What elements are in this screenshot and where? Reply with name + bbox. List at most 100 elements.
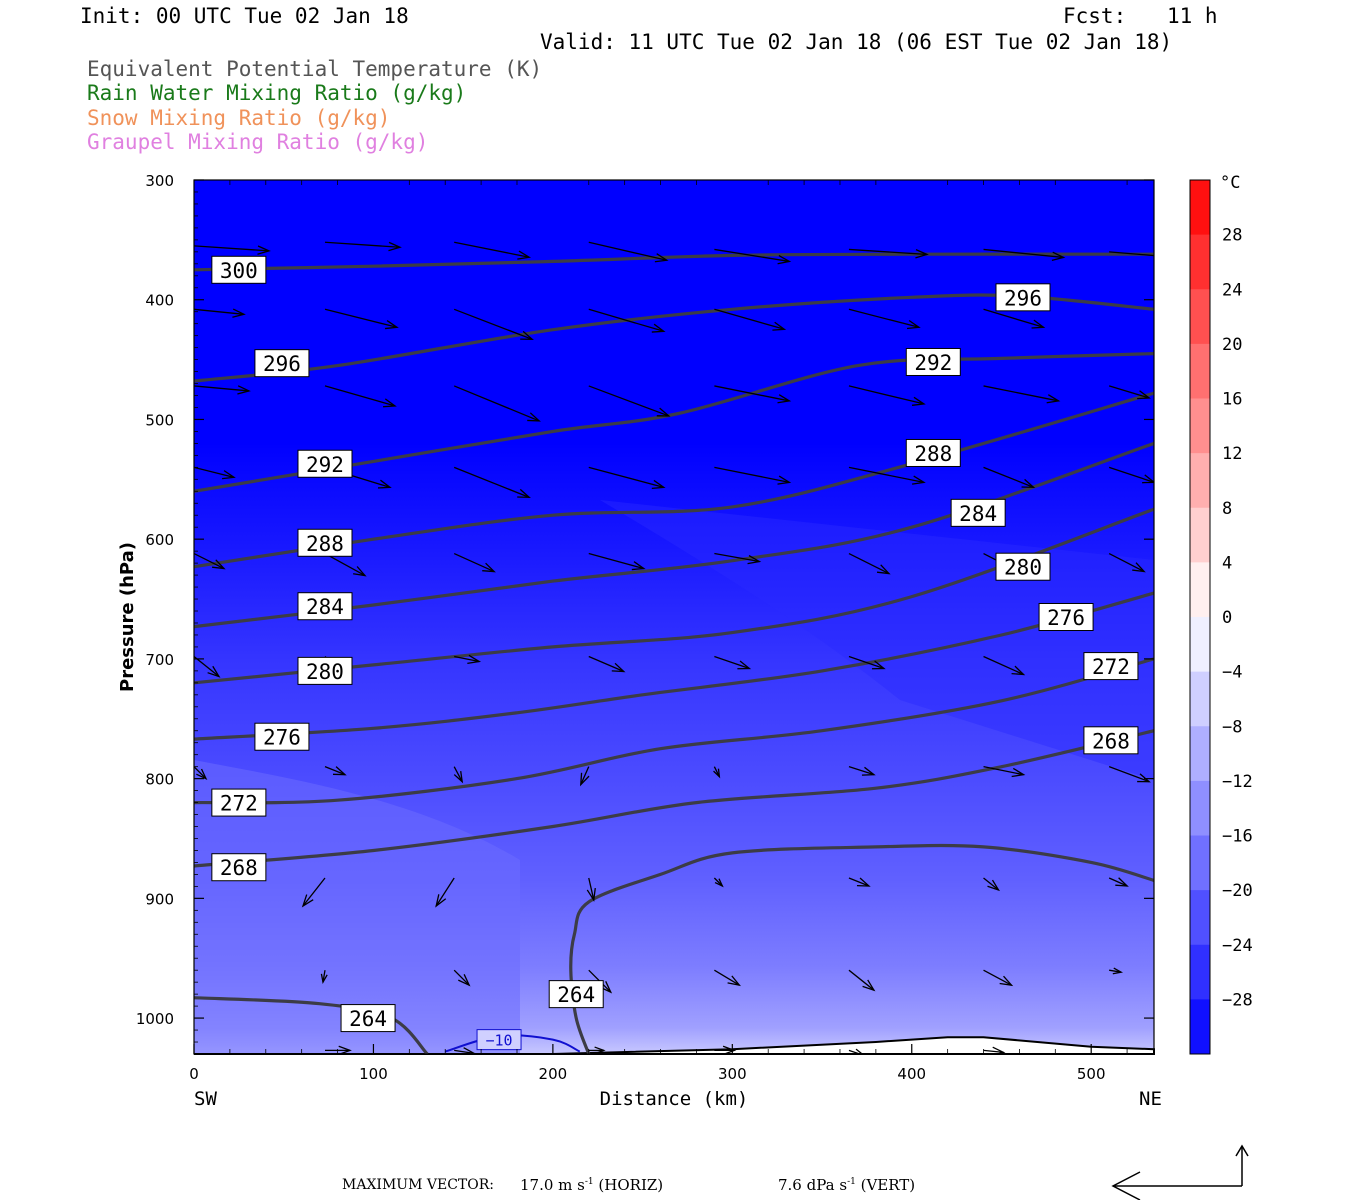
colorbar-label: −12 — [1222, 772, 1253, 792]
colorbar-swatch — [1190, 780, 1210, 836]
svg-text:296: 296 — [263, 352, 301, 376]
svg-text:300: 300 — [220, 259, 258, 283]
wind-vector — [983, 248, 1066, 262]
wind-vector — [983, 308, 1046, 329]
wind-vector — [579, 766, 590, 787]
svg-text:−10: −10 — [485, 1032, 512, 1050]
colorbar-label: −4 — [1222, 663, 1242, 683]
wind-vector — [983, 466, 1036, 489]
svg-text:284: 284 — [306, 595, 344, 619]
colorbar-swatch — [1190, 835, 1210, 891]
wind-vector — [588, 466, 666, 490]
forecast-hour-value: 11 h — [1167, 4, 1218, 28]
wind-vector — [713, 877, 724, 888]
x-tick-label: 100 — [359, 1065, 388, 1083]
init-time: Init: 00 UTC Tue 02 Jan 18 — [80, 4, 409, 28]
colorbar-swatch — [1190, 289, 1210, 345]
colorbar-swatch — [1190, 343, 1210, 399]
colorbar-swatch — [1190, 671, 1210, 727]
contour-label: 300 — [211, 255, 267, 284]
contour-label: 268 — [211, 853, 267, 882]
wind-vector — [588, 385, 671, 417]
theta-e-contour-272-7 — [194, 657, 1154, 805]
y-axis-label: Pressure (hPa) — [117, 542, 138, 692]
wind-vector — [714, 655, 752, 670]
wind-vector — [1108, 877, 1129, 887]
x-tick-label: 300 — [718, 1065, 747, 1083]
field-label-snow: Snow Mixing Ratio (g/kg) — [87, 106, 391, 130]
wind-vector — [714, 552, 762, 565]
wind-vector — [453, 466, 531, 499]
wind-vector — [848, 766, 876, 776]
wind-vector — [1109, 967, 1124, 975]
y-tick-label: 800 — [145, 771, 174, 789]
svg-text:268: 268 — [220, 856, 258, 880]
wind-vector — [983, 877, 1001, 892]
x-axis-left-label: SW — [194, 1088, 217, 1110]
wind-vector — [453, 552, 496, 573]
wind-vector — [848, 248, 929, 259]
wind-vector — [848, 385, 926, 406]
wind-vector — [324, 308, 399, 330]
wind-vector — [194, 766, 208, 780]
wind-vector — [194, 385, 251, 395]
wind-vector — [714, 466, 792, 485]
colorbar-swatch — [1190, 562, 1210, 618]
y-tick-label: 500 — [145, 411, 174, 429]
contour-label: 272 — [211, 788, 267, 817]
valid-time: Valid: 11 UTC Tue 02 Jan 18 (06 EST Tue … — [540, 30, 1173, 54]
svg-text:284: 284 — [959, 502, 997, 526]
x-tick-label: 500 — [1077, 1065, 1106, 1083]
wind-vector — [848, 308, 921, 330]
wind-vector — [1108, 466, 1154, 484]
wind-vector — [848, 969, 876, 992]
contour-label: 268 — [1083, 726, 1139, 755]
y-tick-label: 600 — [145, 531, 174, 549]
theta-e-contour-264-10 — [569, 843, 1154, 1054]
contour-label: 292 — [905, 347, 961, 376]
theta-e-contour-268-8 — [194, 729, 1154, 868]
svg-text:292: 292 — [914, 351, 952, 375]
svg-text:272: 272 — [220, 792, 258, 816]
wind-vector — [324, 241, 402, 252]
wind-vector — [848, 552, 891, 575]
wind-vector — [194, 552, 226, 570]
theta-e-contour-280-5 — [194, 507, 1154, 685]
wind-vector — [848, 655, 886, 670]
contour-label: 276 — [1038, 603, 1094, 631]
field-label-rain: Rain Water Mixing Ratio (g/kg) — [87, 81, 467, 105]
colorbar-swatch — [1190, 507, 1210, 563]
wind-vector — [453, 308, 534, 340]
contour-label: 288 — [297, 528, 353, 557]
wind-vector — [714, 1045, 737, 1054]
max-vector-label: MAXIMUM VECTOR: — [342, 1177, 494, 1193]
svg-text:288: 288 — [914, 442, 952, 466]
wind-vector — [435, 877, 455, 908]
colorbar-label: 28 — [1222, 226, 1242, 246]
colorbar-frame — [1189, 179, 1211, 1055]
wind-vector — [714, 308, 787, 331]
theta-e-contour-276-6 — [194, 591, 1154, 741]
wind-vector — [588, 241, 669, 263]
wind-vector — [586, 877, 596, 902]
contour-label: 292 — [297, 449, 353, 478]
wind-vector — [588, 1046, 606, 1054]
y-tick-label: 300 — [145, 172, 174, 190]
y-tick-label: 1000 — [136, 1010, 174, 1028]
wind-vector — [454, 654, 482, 664]
svg-text:292: 292 — [306, 453, 344, 477]
colorbar-unit: °C — [1220, 173, 1240, 193]
field-label-graupel: Graupel Mixing Ratio (g/kg) — [87, 130, 429, 154]
wind-vector — [453, 969, 471, 987]
svg-text:268: 268 — [1092, 729, 1130, 753]
colorbar-swatch — [1190, 453, 1210, 509]
contour-label: −10 — [476, 1029, 522, 1051]
contour-label: 280 — [995, 552, 1051, 581]
contour-label: 264 — [340, 1004, 396, 1033]
colorbar-label: −8 — [1222, 717, 1242, 737]
contour-label: 288 — [905, 438, 961, 467]
wind-vector — [1108, 552, 1146, 573]
forecast-hour-label: Fcst: — [1063, 4, 1127, 28]
wind-vector — [983, 385, 1061, 404]
temperature-field — [194, 180, 1154, 1054]
